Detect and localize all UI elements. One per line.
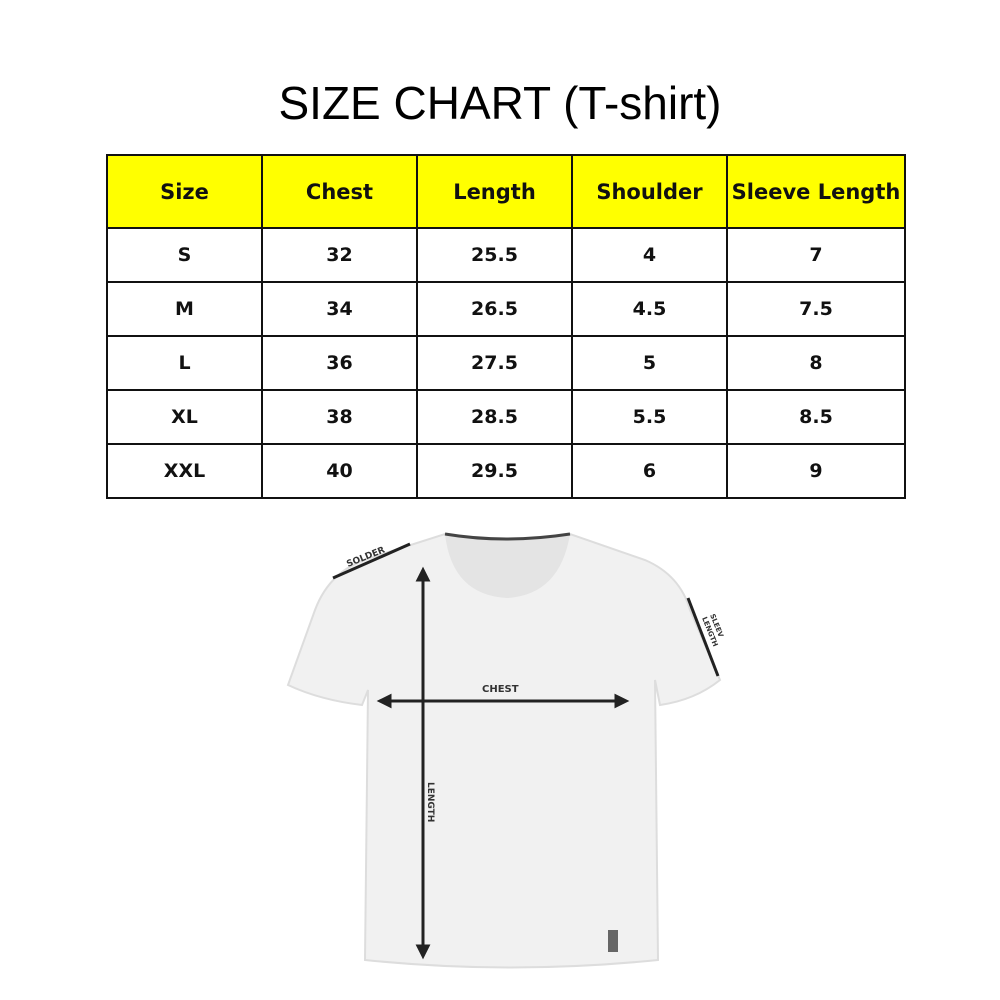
table-cell-sleeve-length: 8.5 [726, 389, 906, 445]
tshirt-diagram: SOLDER SLEEV LENGTH CHEST LENGTH [286, 532, 725, 969]
table-cell-chest: 38 [261, 389, 418, 445]
header-length: Length [416, 154, 573, 229]
table-cell-sleeve-length: 7 [726, 227, 906, 283]
header-chest: Chest [261, 154, 418, 229]
table-cell-length: 28.5 [416, 389, 573, 445]
table-cell-size: XXL [106, 443, 263, 499]
table-cell-length: 26.5 [416, 281, 573, 337]
table-cell-size: XL [106, 389, 263, 445]
table-cell-shoulder: 6 [571, 443, 728, 499]
header-sleeve-length: Sleeve Length [726, 154, 906, 229]
tshirt-collar [445, 534, 570, 598]
table-row: XL 38 28.5 5.5 8.5 [106, 389, 906, 445]
table-header-row: Size Chest Length Shoulder Sleeve Length [106, 154, 906, 229]
table-cell-shoulder: 4 [571, 227, 728, 283]
table-cell-sleeve-length: 7.5 [726, 281, 906, 337]
tshirt-collar-trim [444, 532, 571, 541]
table-cell-sleeve-length: 9 [726, 443, 906, 499]
page-title: SIZE CHART (T-shirt) [278, 77, 722, 129]
table-cell-size: L [106, 335, 263, 391]
tag-icon [608, 930, 618, 952]
table-cell-sleeve-length: 8 [726, 335, 906, 391]
length-label: LENGTH [425, 782, 435, 822]
table-cell-length: 27.5 [416, 335, 573, 391]
shoulder-measure-line [332, 542, 411, 580]
table-row: XXL 40 29.5 6 9 [106, 443, 906, 499]
table-cell-chest: 36 [261, 335, 418, 391]
sleeve-measure-line [686, 597, 720, 677]
header-shoulder: Shoulder [571, 154, 728, 229]
table-cell-length: 29.5 [416, 443, 573, 499]
table-row: L 36 27.5 5 8 [106, 335, 906, 391]
table-cell-length: 25.5 [416, 227, 573, 283]
table-cell-chest: 32 [261, 227, 418, 283]
table-cell-shoulder: 5 [571, 335, 728, 391]
table-cell-shoulder: 4.5 [571, 281, 728, 337]
chest-label: CHEST [482, 684, 519, 695]
table-row: M 34 26.5 4.5 7.5 [106, 281, 906, 337]
tshirt-body [286, 532, 722, 969]
table-cell-shoulder: 5.5 [571, 389, 728, 445]
table-row: S 32 25.5 4 7 [106, 227, 906, 283]
header-size: Size [106, 154, 263, 229]
size-chart-table: Size Chest Length Shoulder Sleeve Length… [106, 154, 906, 499]
table-cell-size: M [106, 281, 263, 337]
table-cell-chest: 34 [261, 281, 418, 337]
table-cell-size: S [106, 227, 263, 283]
table-cell-chest: 40 [261, 443, 418, 499]
